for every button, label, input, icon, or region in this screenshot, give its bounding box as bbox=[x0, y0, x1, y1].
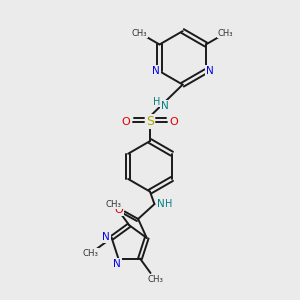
Text: O: O bbox=[114, 205, 123, 215]
Text: N: N bbox=[161, 101, 169, 111]
Text: CH₃: CH₃ bbox=[82, 249, 98, 258]
Text: H: H bbox=[165, 199, 172, 209]
Text: CH₃: CH₃ bbox=[218, 28, 233, 38]
Text: CH₃: CH₃ bbox=[147, 275, 164, 284]
Text: CH₃: CH₃ bbox=[106, 200, 122, 208]
Text: N: N bbox=[152, 66, 160, 76]
Text: N: N bbox=[157, 199, 164, 209]
Text: N: N bbox=[102, 232, 110, 242]
Text: CH₃: CH₃ bbox=[132, 28, 148, 38]
Text: H: H bbox=[153, 97, 160, 107]
Text: S: S bbox=[146, 115, 154, 128]
Text: O: O bbox=[122, 117, 130, 127]
Text: N: N bbox=[113, 259, 121, 269]
Text: O: O bbox=[169, 117, 178, 127]
Text: N: N bbox=[206, 66, 213, 76]
